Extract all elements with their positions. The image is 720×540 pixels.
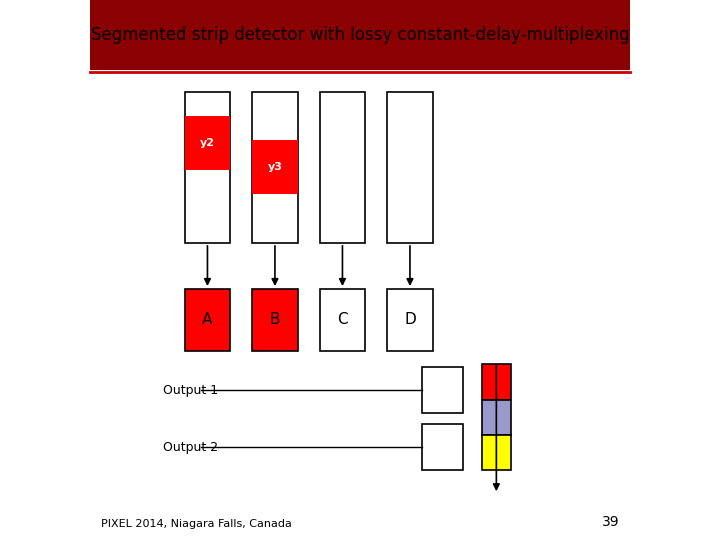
Text: y2: y2 (200, 138, 215, 148)
Bar (320, 289, 366, 351)
Text: PIXEL 2014, Niagara Falls, Canada: PIXEL 2014, Niagara Falls, Canada (101, 519, 292, 529)
Bar (184, 92, 230, 243)
Text: y3: y3 (268, 163, 282, 172)
Bar (482, 435, 511, 470)
Text: C: C (337, 313, 348, 327)
Bar (252, 92, 298, 243)
Bar (252, 289, 298, 351)
Bar (320, 92, 366, 243)
Text: B: B (270, 313, 280, 327)
Text: Segmented strip detector with lossy constant-delay-multiplexing: Segmented strip detector with lossy cons… (91, 26, 629, 44)
Bar (387, 92, 433, 243)
Text: Output 2: Output 2 (163, 441, 218, 454)
Bar (387, 289, 433, 351)
Bar (184, 116, 230, 170)
Bar (482, 364, 511, 400)
Text: D: D (404, 313, 416, 327)
Bar (422, 424, 463, 470)
Text: Output 1: Output 1 (163, 384, 218, 397)
Bar (90, 0, 630, 70)
Bar (252, 140, 298, 194)
Bar (482, 400, 511, 435)
Bar (184, 289, 230, 351)
Text: 39: 39 (602, 515, 619, 529)
Text: A: A (202, 313, 212, 327)
Bar (422, 367, 463, 413)
